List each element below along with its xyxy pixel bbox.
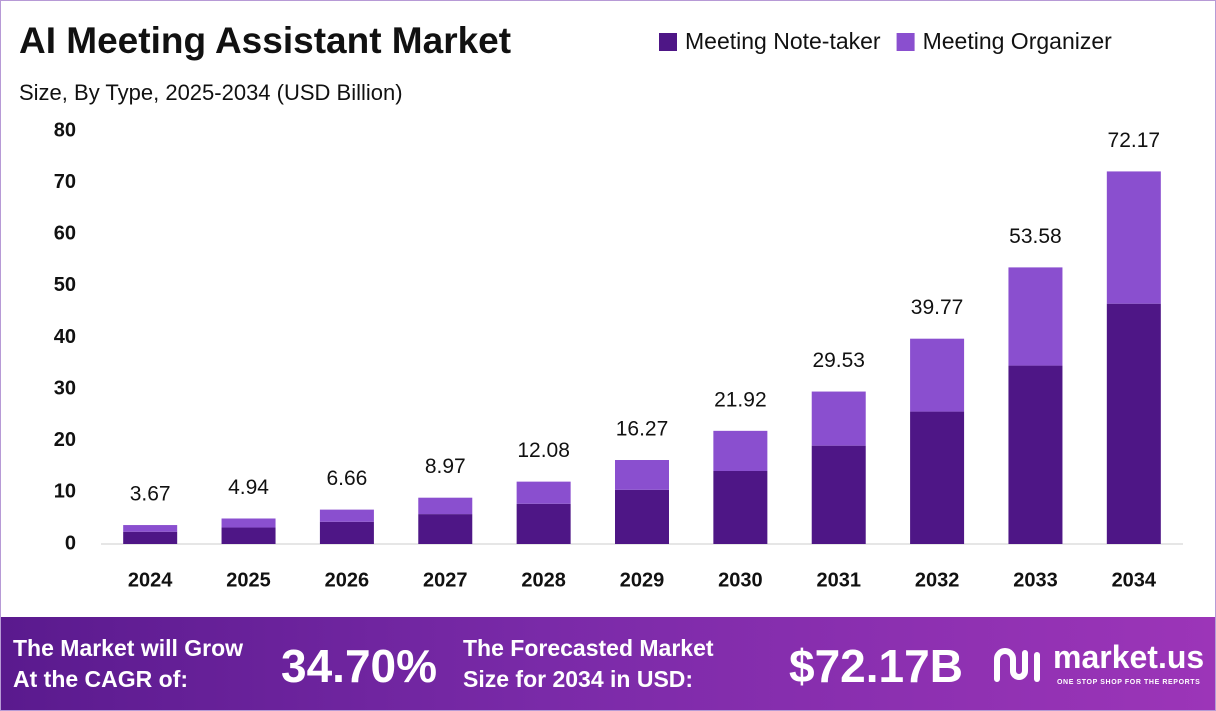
- y-tick-label: 70: [54, 171, 76, 193]
- brand-name: market.us: [1053, 639, 1205, 675]
- legend-swatch: [896, 33, 915, 51]
- cagr-text: At the CAGR of:: [13, 666, 189, 692]
- x-tick-label: 2033: [1013, 569, 1058, 591]
- size-text: Size for 2034 in USD:: [463, 666, 694, 692]
- bar-segment: [1008, 365, 1063, 544]
- x-tick-label: 2032: [915, 569, 960, 591]
- total-label: 3.67: [130, 483, 171, 506]
- bar-segment: [811, 391, 866, 446]
- bar-segment: [418, 497, 473, 515]
- bar-segment: [713, 471, 768, 544]
- bar-segment: [418, 514, 473, 544]
- x-tick-label: 2030: [718, 569, 763, 591]
- brand-tagline: ONE STOP SHOP FOR THE REPORTS: [1057, 679, 1201, 686]
- bar-segment: [516, 503, 571, 544]
- legend-label: Meeting Note-taker: [685, 28, 881, 54]
- bar-segment: [516, 481, 571, 504]
- total-label: 16.27: [616, 418, 669, 441]
- bar-segment: [1106, 303, 1161, 544]
- y-tick-label: 20: [54, 429, 76, 451]
- y-tick-label: 40: [54, 326, 76, 348]
- x-tick-label: 2025: [226, 569, 271, 591]
- x-tick-label: 2034: [1112, 569, 1157, 591]
- bar-segment: [910, 338, 965, 412]
- total-label: 8.97: [425, 455, 466, 478]
- bar-segment: [615, 489, 669, 544]
- bar-segment: [811, 445, 866, 544]
- y-tick-label: 10: [54, 481, 76, 503]
- total-label: 72.17: [1108, 129, 1161, 152]
- total-label: 29.53: [812, 349, 865, 372]
- bar-segment: [713, 430, 768, 472]
- x-tick-label: 2024: [128, 569, 173, 591]
- y-tick-label: 0: [65, 532, 76, 554]
- x-tick-label: 2029: [620, 569, 665, 591]
- chart: AI Meeting Assistant Market Size, By Typ…: [19, 20, 1183, 591]
- chart-title: AI Meeting Assistant Market: [19, 20, 511, 61]
- y-tick-label: 80: [54, 119, 76, 141]
- bar-segment: [123, 531, 178, 544]
- x-tick-label: 2027: [423, 569, 468, 591]
- total-label: 6.66: [326, 467, 367, 490]
- bar-segment: [910, 411, 965, 544]
- x-tick-label: 2028: [521, 569, 566, 591]
- footer-banner: The Market will Grow At the CAGR of: 34.…: [1, 617, 1215, 710]
- cagr-text: The Market will Grow: [13, 635, 244, 661]
- bar-segment: [1008, 267, 1063, 366]
- bar-segment: [615, 460, 669, 490]
- bar-segment: [123, 525, 178, 532]
- bar-segment: [1106, 171, 1161, 304]
- x-tick-label: 2026: [325, 569, 370, 591]
- y-tick-label: 30: [54, 377, 76, 399]
- total-label: 4.94: [228, 476, 269, 499]
- y-tick-label: 50: [54, 274, 76, 296]
- brand-logo: [994, 648, 1040, 682]
- x-tick-label: 2031: [816, 569, 861, 591]
- size-value: $72.17B: [789, 640, 963, 692]
- legend-label: Meeting Organizer: [923, 28, 1113, 54]
- y-tick-label: 60: [54, 223, 76, 245]
- bar-segment: [319, 521, 374, 544]
- total-label: 39.77: [911, 296, 964, 319]
- total-label: 12.08: [517, 439, 570, 462]
- bar-segment: [319, 509, 374, 522]
- total-label: 53.58: [1009, 225, 1062, 248]
- bar-segment: [221, 518, 276, 528]
- legend-swatch: [659, 33, 677, 51]
- chart-subtitle: Size, By Type, 2025-2034 (USD Billion): [19, 80, 403, 105]
- total-label: 21.92: [714, 388, 767, 411]
- cagr-value: 34.70%: [281, 640, 438, 692]
- size-text: The Forecasted Market: [463, 635, 714, 661]
- bar-segment: [221, 527, 276, 544]
